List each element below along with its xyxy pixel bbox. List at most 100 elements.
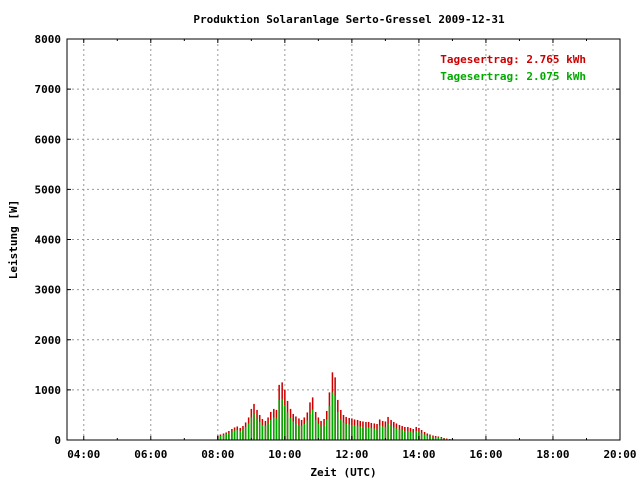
bar-series-2 [353, 425, 356, 440]
bar-series-2 [244, 426, 247, 440]
bar-series-2 [432, 436, 434, 440]
x-tick-label: 04:00 [67, 448, 100, 461]
bar-series-2 [242, 429, 244, 440]
bar-series-2 [222, 434, 225, 440]
bar-series-2 [239, 430, 242, 440]
bar-series-2 [317, 423, 320, 440]
bar-series-2 [325, 419, 328, 440]
bar-series-2 [267, 423, 269, 440]
legend: Tagesertrag: 2.765 kWh Tagesertrag: 2.075… [440, 53, 586, 83]
bar-series-2 [395, 428, 398, 440]
y-tick-label: 6000 [35, 133, 62, 146]
bar-series-2 [423, 434, 426, 440]
bar-series-2 [412, 432, 414, 440]
bar-series-2 [289, 417, 292, 440]
y-tick-label: 4000 [35, 234, 62, 247]
x-tick-label: 06:00 [134, 448, 167, 461]
bar-series-2 [337, 411, 339, 440]
bar-series-2 [258, 421, 261, 440]
bar-series-2 [429, 435, 431, 440]
bar-series-2 [359, 426, 362, 440]
bar-series-2 [373, 428, 376, 440]
bar-series-2 [356, 425, 359, 440]
bar-series-2 [420, 432, 423, 440]
y-tick-label: 2000 [35, 334, 62, 347]
bar-series-2 [390, 425, 392, 440]
bar-series-2 [407, 430, 409, 440]
bar-series-2 [401, 429, 403, 440]
x-tick-label: 20:00 [603, 448, 636, 461]
bar-series-2 [370, 427, 373, 440]
bar-series-2 [275, 418, 278, 440]
bar-series-2 [219, 435, 222, 440]
bar-series-2 [393, 427, 395, 440]
bar-series-2 [415, 430, 417, 440]
bar-series-2 [418, 431, 420, 440]
bar-series-2 [303, 423, 306, 440]
bar-series-2 [228, 432, 230, 440]
y-tick-label: 8000 [35, 33, 62, 46]
bar-series-2 [398, 429, 401, 440]
bar-series-2 [443, 438, 445, 440]
bar-series-2 [284, 404, 286, 440]
bar-series-2 [376, 428, 378, 440]
bar-series-2 [409, 431, 412, 440]
bar-series-2 [300, 425, 303, 440]
bar-series-2 [306, 420, 309, 440]
bar-series-2 [381, 426, 384, 440]
bar-series-2 [348, 424, 350, 440]
bar-series-2 [281, 398, 283, 440]
y-tick-label: 5000 [35, 183, 62, 196]
bar-series-2 [404, 430, 406, 440]
y-tick-label: 0 [54, 434, 61, 447]
bar-series-2 [426, 435, 429, 440]
axis-ticks: 0 1000 2000 3000 4000 5000 6000 7000 8000 04:00 06… [35, 33, 637, 461]
bar-series-2 [286, 412, 289, 440]
y-tick-label: 7000 [35, 83, 62, 96]
bar-series-2 [292, 421, 294, 440]
bar-series [217, 372, 456, 440]
bar-series-2 [445, 438, 448, 440]
bar-series-2 [309, 412, 311, 440]
bar-series-2 [270, 419, 272, 440]
bar-series-2 [233, 430, 236, 440]
x-tick-label: 16:00 [469, 448, 502, 461]
bar-series-2 [320, 426, 322, 440]
bar-series-2 [367, 427, 370, 440]
x-tick-label: 08:00 [201, 448, 234, 461]
x-axis-label: Zeit (UTC) [310, 466, 376, 479]
bar-series-2 [323, 424, 325, 440]
bar-series-2 [231, 431, 233, 440]
bar-series-2 [247, 423, 250, 440]
bar-series-2 [298, 424, 300, 440]
bar-series-2 [250, 417, 253, 440]
bar-series-2 [225, 433, 227, 440]
bar-series-2 [387, 423, 389, 440]
bar-series-2 [342, 422, 345, 440]
bar-series-2 [362, 426, 364, 440]
bar-series-2 [440, 437, 443, 440]
bar-series-2 [256, 418, 258, 440]
y-tick-label: 1000 [35, 384, 62, 397]
x-tick-label: 12:00 [335, 448, 368, 461]
bar-series-2 [384, 426, 387, 440]
bar-series-2 [365, 427, 367, 440]
bar-series-2 [314, 419, 317, 440]
bar-series-2 [236, 429, 239, 440]
bar-series-2 [334, 395, 336, 440]
chart-title: Produktion Solaranlage Serto-Gressel 200… [193, 13, 505, 26]
bar-series-2 [295, 423, 297, 440]
bar-series-2 [273, 417, 275, 440]
legend-entry-1: Tagesertrag: 2.765 kWh [440, 53, 586, 66]
bar-series-2 [261, 424, 264, 440]
bar-series-2 [278, 399, 280, 440]
x-tick-label: 10:00 [268, 448, 301, 461]
bar-series-2 [331, 392, 334, 440]
grid-lines [67, 39, 620, 440]
x-tick-label: 18:00 [536, 448, 569, 461]
bar-series-2 [264, 425, 267, 440]
bar-series-2 [378, 425, 381, 440]
bar-series-2 [434, 437, 437, 440]
bar-series-2 [328, 405, 331, 440]
